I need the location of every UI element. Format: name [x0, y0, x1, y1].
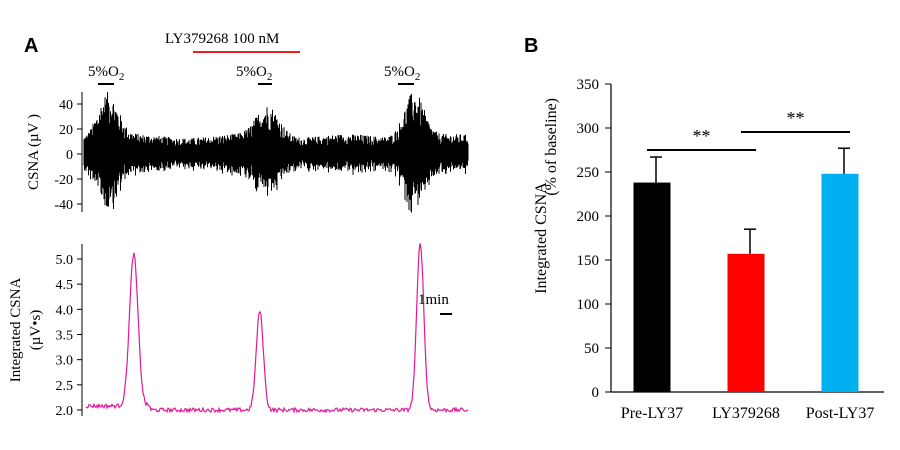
panel-label-a: A — [24, 35, 38, 57]
hypoxia-markers: 5%O2 5%O2 5%O2 — [88, 64, 420, 85]
bar-y-label: Integrated CSNA — [533, 182, 550, 294]
integrated-tick-label: 4.0 — [56, 303, 74, 318]
bar — [727, 253, 765, 392]
bar-chart-panel: 0 50 100 150 200 250 300 350 Pre-LY37 LY379268 Po… — [533, 77, 884, 422]
integrated-y-label: Integrated CSNA — [8, 278, 24, 383]
integrated-tick-label: 2.5 — [56, 379, 74, 394]
bar-tick-label: 150 — [577, 253, 600, 269]
raw-csna-trace — [83, 92, 469, 213]
integrated-y-ticks: 2.0 2.5 3.0 3.5 4.0 4.5 5.0 — [56, 253, 82, 419]
integrated-y-units: (µV•s) — [28, 310, 44, 351]
integrated-csna-trace — [85, 243, 469, 414]
integrated-tick-label: 3.5 — [56, 329, 74, 344]
bar-tick-label: 200 — [577, 209, 600, 225]
significance-brackets: ** ** — [647, 108, 850, 151]
bar-tick-label: 0 — [592, 385, 600, 401]
panel-label-b: B — [524, 35, 538, 57]
bar-tick-label: 350 — [577, 77, 600, 93]
hypoxia-label: 5%O2 — [384, 64, 420, 83]
integrated-tick-label: 5.0 — [56, 253, 74, 268]
integrated-csna-panel: 2.0 2.5 3.0 3.5 4.0 4.5 5.0 Integrated CSNA (µ… — [8, 243, 469, 419]
raw-csna-panel: LY379268 100 nM 5%O2 5%O2 5%O2 -40 -20 0 20 40… — [26, 31, 469, 213]
integrated-tick-label: 3.0 — [56, 354, 74, 369]
bars: Pre-LY37 LY379268 Post-LY37 — [621, 147, 875, 422]
significance-label: ** — [693, 126, 711, 146]
bar — [821, 173, 859, 392]
stimulus-label: LY379268 100 nM — [165, 31, 279, 47]
bar — [633, 182, 671, 392]
raw-y-label: CSNA (µV ) — [26, 114, 42, 190]
bar-tick-label: 100 — [577, 297, 600, 313]
hypoxia-label: 5%O2 — [236, 64, 272, 83]
raw-tick-label: -40 — [54, 198, 73, 213]
integrated-tick-label: 2.0 — [56, 404, 74, 419]
bar-category-label: LY379268 — [712, 405, 780, 422]
raw-tick-label: 0 — [66, 148, 73, 163]
bar-tick-label: 250 — [577, 165, 600, 181]
significance-label: ** — [787, 108, 805, 128]
raw-tick-label: -20 — [54, 173, 73, 188]
bar-y-units: (% of baseline) — [543, 98, 560, 196]
bar-tick-label: 50 — [584, 341, 599, 357]
raw-tick-label: 20 — [59, 123, 73, 138]
integrated-tick-label: 4.5 — [56, 278, 74, 293]
raw-y-ticks: -40 -20 0 20 40 — [54, 98, 82, 213]
raw-tick-label: 40 — [59, 98, 73, 113]
time-scale-label: 1min — [418, 292, 449, 308]
bar-category-label: Post-LY37 — [806, 405, 875, 422]
bar-tick-label: 300 — [577, 121, 600, 137]
bar-category-label: Pre-LY37 — [621, 405, 683, 422]
bar-y-ticks: 0 50 100 150 200 250 300 350 — [577, 77, 611, 401]
hypoxia-label: 5%O2 — [88, 64, 124, 83]
